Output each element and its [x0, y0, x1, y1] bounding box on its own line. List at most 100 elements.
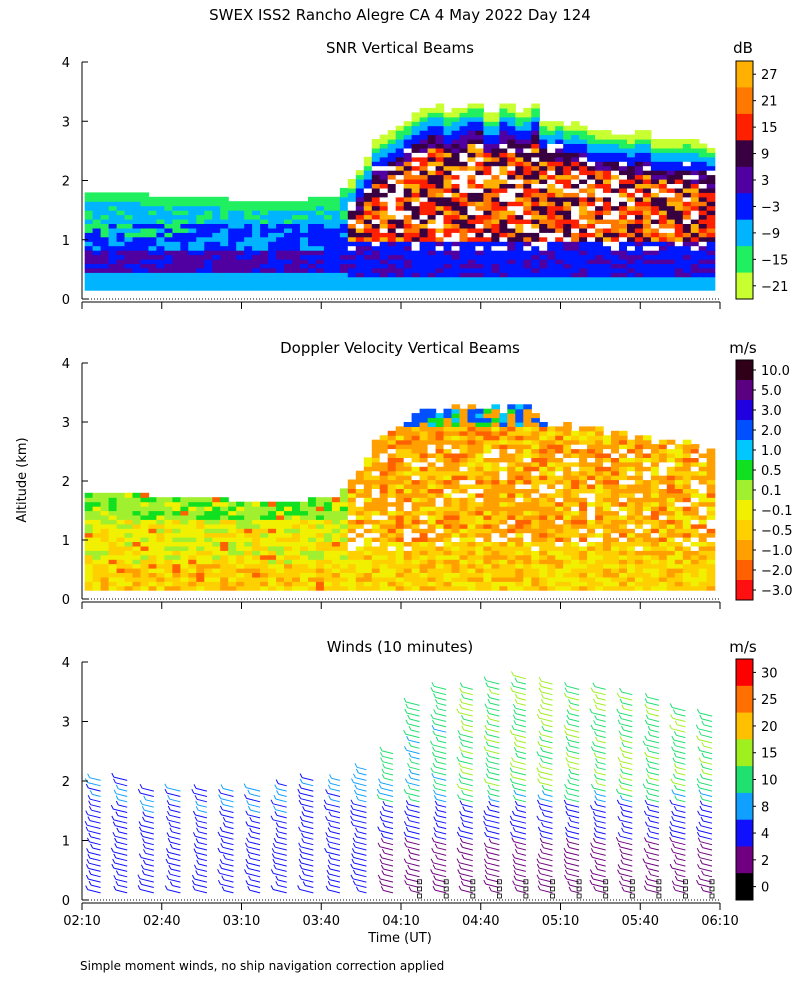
- velocity-cell: [156, 537, 165, 542]
- snr-cell: [515, 210, 524, 216]
- snr-cell: [515, 139, 524, 144]
- velocity-cell: [180, 514, 189, 520]
- velocity-cell: [451, 519, 461, 525]
- velocity-cell: [507, 559, 516, 565]
- snr-cell: [579, 205, 588, 211]
- velocity-unit-label: m/s: [729, 339, 757, 357]
- velocity-cell: [555, 444, 564, 450]
- snr-cell: [443, 210, 453, 216]
- snr-cell: [411, 192, 421, 198]
- velocity-cell: [619, 484, 628, 489]
- snr-cell: [395, 210, 405, 216]
- velocity-cell: [706, 506, 716, 512]
- velocity-cell: [698, 514, 708, 520]
- snr-cell: [650, 183, 660, 189]
- velocity-cell: [347, 523, 357, 529]
- snr-cell: [555, 179, 564, 184]
- velocity-cell: [475, 484, 484, 489]
- snr-cell: [403, 156, 413, 162]
- snr-cell: [331, 259, 341, 264]
- snr-cell: [196, 223, 205, 229]
- snr-cell: [308, 205, 317, 211]
- wind-barb: [89, 820, 101, 824]
- snr-cell: [539, 276, 548, 282]
- snr-cell: [499, 267, 508, 273]
- velocity-cell: [363, 466, 373, 472]
- velocity-cell: [507, 408, 516, 414]
- snr-cell: [475, 130, 484, 136]
- snr-cell: [100, 227, 110, 233]
- snr-cell: [531, 223, 540, 229]
- velocity-cell: [642, 545, 652, 551]
- velocity-cell: [100, 510, 110, 516]
- snr-cell: [483, 130, 492, 136]
- velocity-cell: [459, 523, 469, 529]
- snr-cell: [132, 245, 142, 251]
- velocity-cell: [100, 532, 110, 538]
- velocity-cell: [236, 523, 245, 529]
- velocity-cell: [156, 563, 165, 569]
- snr-cell: [611, 201, 620, 207]
- snr-cell: [690, 174, 700, 180]
- velocity-cell: [587, 568, 596, 573]
- snr-cell: [531, 196, 540, 202]
- wind-barb-flag: [85, 783, 89, 789]
- snr-cell: [403, 147, 413, 153]
- snr-cell: [331, 267, 341, 273]
- snr-cell: [499, 250, 508, 256]
- velocity-cell: [658, 528, 668, 534]
- velocity-cell: [507, 488, 516, 494]
- velocity-cell: [587, 492, 596, 498]
- wind-barb-flag: [166, 810, 170, 816]
- snr-cell: [84, 192, 94, 198]
- snr-cell: [555, 254, 564, 260]
- snr-cell: [475, 219, 484, 224]
- snr-cell: [491, 263, 500, 269]
- velocity-cell: [531, 554, 540, 560]
- velocity-cell: [515, 550, 524, 556]
- snr-cell: [451, 227, 461, 233]
- velocity-cell: [427, 541, 437, 547]
- wind-barb-flag: [88, 800, 92, 805]
- velocity-cell: [666, 484, 676, 489]
- snr-cell: [483, 254, 492, 260]
- snr-cell: [427, 267, 437, 273]
- velocity-cell: [539, 523, 548, 529]
- snr-cell: [411, 161, 421, 167]
- velocity-cell: [611, 497, 620, 503]
- snr-cell: [236, 214, 245, 220]
- velocity-cell: [563, 426, 572, 432]
- snr-cell: [467, 103, 477, 109]
- snr-cell: [555, 263, 564, 269]
- velocity-cell: [682, 576, 692, 582]
- velocity-cell: [650, 541, 660, 547]
- velocity-cell: [459, 444, 469, 450]
- velocity-cell: [196, 572, 205, 578]
- wind-barb-flag: [88, 870, 92, 875]
- snr-cell: [379, 223, 389, 229]
- velocity-cell: [276, 528, 285, 534]
- velocity-cell: [483, 523, 492, 529]
- velocity-cell: [411, 435, 421, 441]
- velocity-cell: [84, 519, 94, 525]
- velocity-cell: [419, 532, 429, 538]
- velocity-cell: [260, 568, 269, 573]
- velocity-cell: [419, 484, 429, 489]
- velocity-cell: [427, 488, 437, 494]
- snr-cell: [634, 250, 644, 256]
- velocity-cell: [363, 581, 373, 587]
- snr-cell: [196, 250, 205, 256]
- velocity-cell: [467, 523, 477, 529]
- snr-cell: [403, 227, 413, 233]
- velocity-cell: [603, 563, 612, 569]
- velocity-cell: [268, 541, 277, 547]
- snr-cell: [547, 152, 556, 158]
- snr-cell: [674, 272, 684, 278]
- snr-cell: [459, 276, 469, 282]
- velocity-cell: [323, 554, 333, 560]
- velocity-cell: [499, 523, 508, 529]
- velocity-cell: [650, 545, 660, 551]
- snr-cell: [698, 187, 708, 193]
- velocity-cell: [339, 554, 349, 560]
- velocity-cell: [666, 581, 676, 587]
